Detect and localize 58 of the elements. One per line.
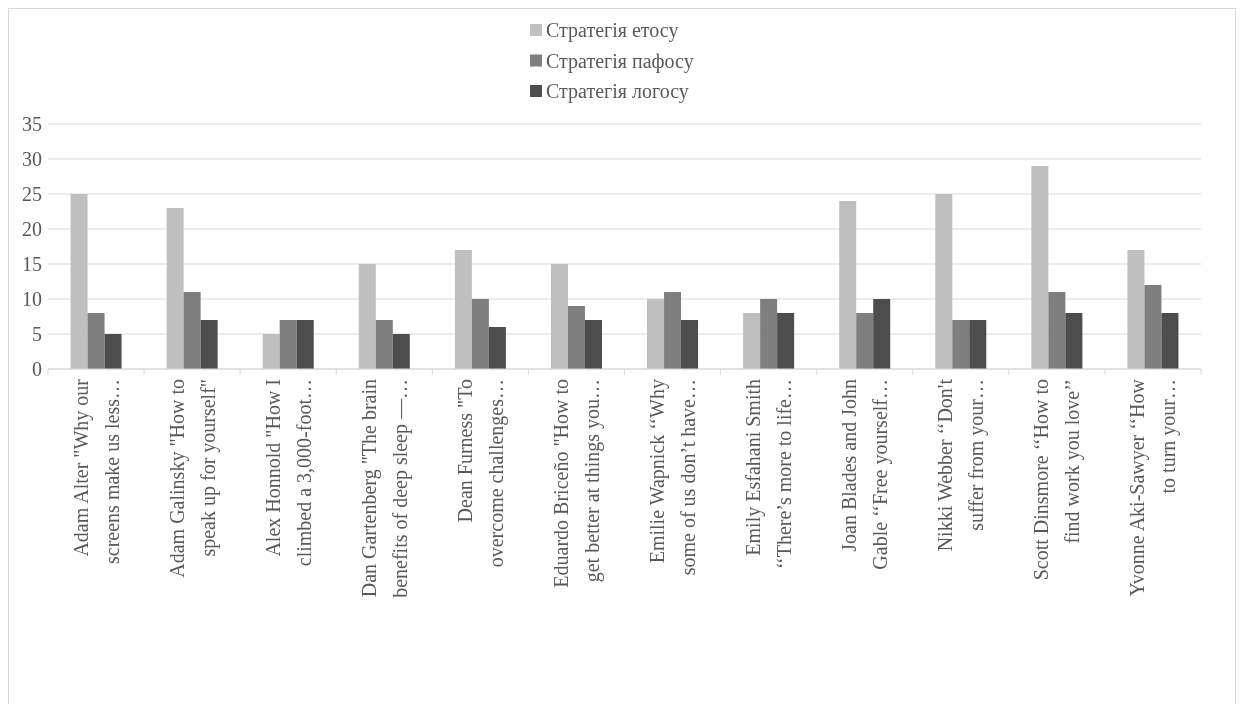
bar [839,201,857,369]
x-tick-label: Dean Furness "To overcome challenges… [453,379,508,568]
y-tick-label: 0 [32,358,42,380]
bar [296,320,314,369]
y-tick-label: 5 [32,323,42,345]
x-tick-label: Yvonne Aki-Sawyer ‘‘How to turn your… [1126,378,1181,597]
bar [777,313,795,369]
y-tick-label: 25 [22,183,42,205]
x-tick-label: Adam Galinsky "How to speak up for yourself" [165,379,220,578]
bar [1065,313,1083,369]
x-tick-label: Nikki Webber ‘‘Don't suffer from your… [934,378,989,552]
bar [550,264,568,369]
bar [488,327,506,369]
x-tick-label: Joan Blades and John Gable ‘‘Free yourself… [838,379,893,570]
bar [454,250,472,369]
y-tick-label: 20 [22,218,42,240]
bar [279,320,297,369]
y-tick-label: 35 [22,113,42,135]
bar [358,264,376,369]
legend-label: Стратегія етосу [546,19,679,42]
bar [104,334,122,369]
bar [166,208,184,369]
x-tick-label: Emily Esfahani Smith ‘‘There’s more to life… [742,379,796,570]
bar [87,313,105,369]
bar [70,194,88,369]
bar [647,299,665,369]
bar [584,320,602,369]
bar [935,194,953,369]
bar [375,320,393,369]
legend-label: Стратегія логосу [546,80,689,103]
x-tick-label: Eduardo Briceño "How to get better at things you… [549,379,604,588]
bar [743,313,761,369]
bar [1031,166,1049,369]
y-tick-label: 15 [22,253,42,275]
bar [1127,250,1145,369]
bar [1161,313,1179,369]
bar [471,299,489,369]
bar [567,306,585,369]
legend-label: Стратегія пафосу [546,49,694,73]
bar [681,320,699,369]
y-tick-label: 30 [22,148,42,170]
x-tick-label: Dan Gartenberg "The brain benefits of deep sleep —… [357,379,412,598]
bar [183,292,201,369]
x-tick-label: Emilie Wapnick ‘‘Why some of us don’t have… [646,379,700,576]
bar [200,320,218,369]
x-tick-label: Alex Honnold "How I climbed a 3,000-foot… [261,379,315,567]
y-tick-label: 10 [22,288,42,310]
bar [664,292,682,369]
bar [262,334,280,369]
x-tick-label: Adam Alter "Why our screens make us less… [69,378,123,564]
bar [760,299,778,369]
bar [952,320,970,369]
bar [1144,285,1162,369]
bar [969,320,987,369]
bar [873,299,891,369]
bar [392,334,410,369]
bar [1048,292,1066,369]
bar [856,313,874,369]
